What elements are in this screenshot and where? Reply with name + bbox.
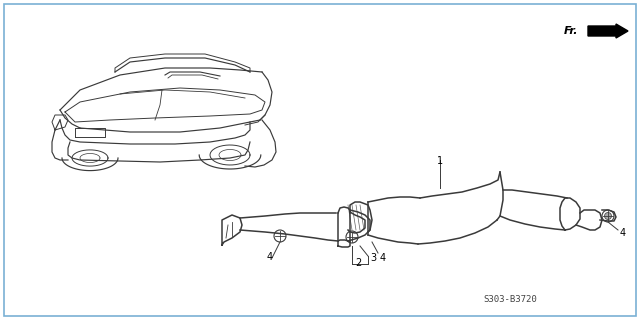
FancyArrow shape <box>588 24 628 38</box>
Text: 4: 4 <box>267 252 273 262</box>
Text: 2: 2 <box>355 258 361 268</box>
Text: Fr.: Fr. <box>563 26 578 36</box>
Text: 3: 3 <box>370 253 376 263</box>
Text: 4: 4 <box>620 228 626 238</box>
Circle shape <box>605 212 611 220</box>
Text: S303-B3720: S303-B3720 <box>483 295 537 304</box>
Text: 4: 4 <box>380 253 386 263</box>
Text: 1: 1 <box>437 156 443 166</box>
